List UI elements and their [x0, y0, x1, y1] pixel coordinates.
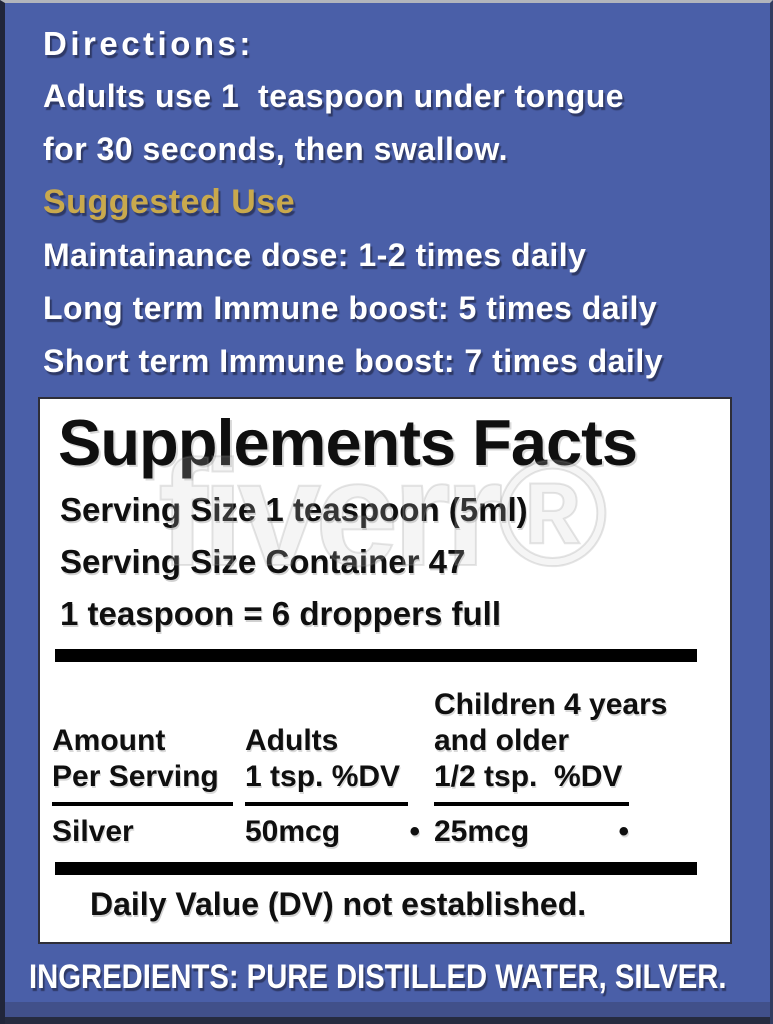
column-underline — [52, 802, 233, 806]
serving-size: Serving Size 1 teaspoon (5ml) — [60, 491, 528, 528]
directions-line: Adults use 1 teaspoon under tongue — [43, 78, 625, 114]
children-column-header: 1/2 tsp. %DV — [434, 760, 623, 793]
adults-column-header: 1 tsp. %DV — [245, 760, 401, 793]
thick-divider — [55, 649, 697, 662]
children-amount: 25mcg — [434, 815, 530, 848]
children-column-header: and older — [434, 724, 570, 757]
children-dv-bullet: • — [618, 815, 629, 848]
children-column-header: Children 4 years — [434, 688, 668, 721]
directions-heading: Directions: — [43, 25, 254, 62]
column-underline — [434, 802, 629, 806]
label-bottom-edge — [5, 1002, 770, 1024]
dropper-conversion-note: 1 teaspoon = 6 droppers full — [60, 595, 502, 632]
thick-divider — [55, 862, 697, 875]
adults-amount: 50mcg — [245, 815, 341, 848]
directions-section: Directions: Adults use 1 teaspoon under … — [43, 17, 764, 388]
daily-value-footnote: Daily Value (DV) not established. — [90, 886, 587, 922]
children-amount-cell: 25mcg • — [434, 814, 629, 850]
dosage-line-short-term: Short term Immune boost: 7 times daily — [43, 343, 663, 379]
adults-column-header: Adults — [245, 724, 339, 757]
dosage-line-long-term: Long term Immune boost: 5 times daily — [43, 290, 658, 326]
adults-amount-cell: 50mcg • — [245, 814, 420, 850]
ingredients-line: INGREDIENTS: PURE DISTILLED WATER, SILVE… — [29, 958, 727, 996]
supplement-facts-title: Supplements Facts — [58, 406, 638, 479]
servings-per-container: Serving Size Container 47 — [60, 543, 466, 580]
supplement-facts-panel: fiverr® Supplements Facts Serving Size 1… — [38, 397, 732, 944]
nutrient-name: Silver — [52, 815, 134, 848]
suggested-use-heading: Suggested Use — [43, 183, 296, 221]
amount-column-header: Per Serving — [52, 760, 219, 793]
amount-column-header: Amount — [52, 724, 166, 757]
adults-dv-bullet: • — [409, 815, 420, 848]
directions-line: for 30 seconds, then swallow. — [43, 131, 508, 167]
dosage-line-maintenance: Maintainance dose: 1-2 times daily — [43, 237, 587, 273]
column-underline — [245, 802, 408, 806]
